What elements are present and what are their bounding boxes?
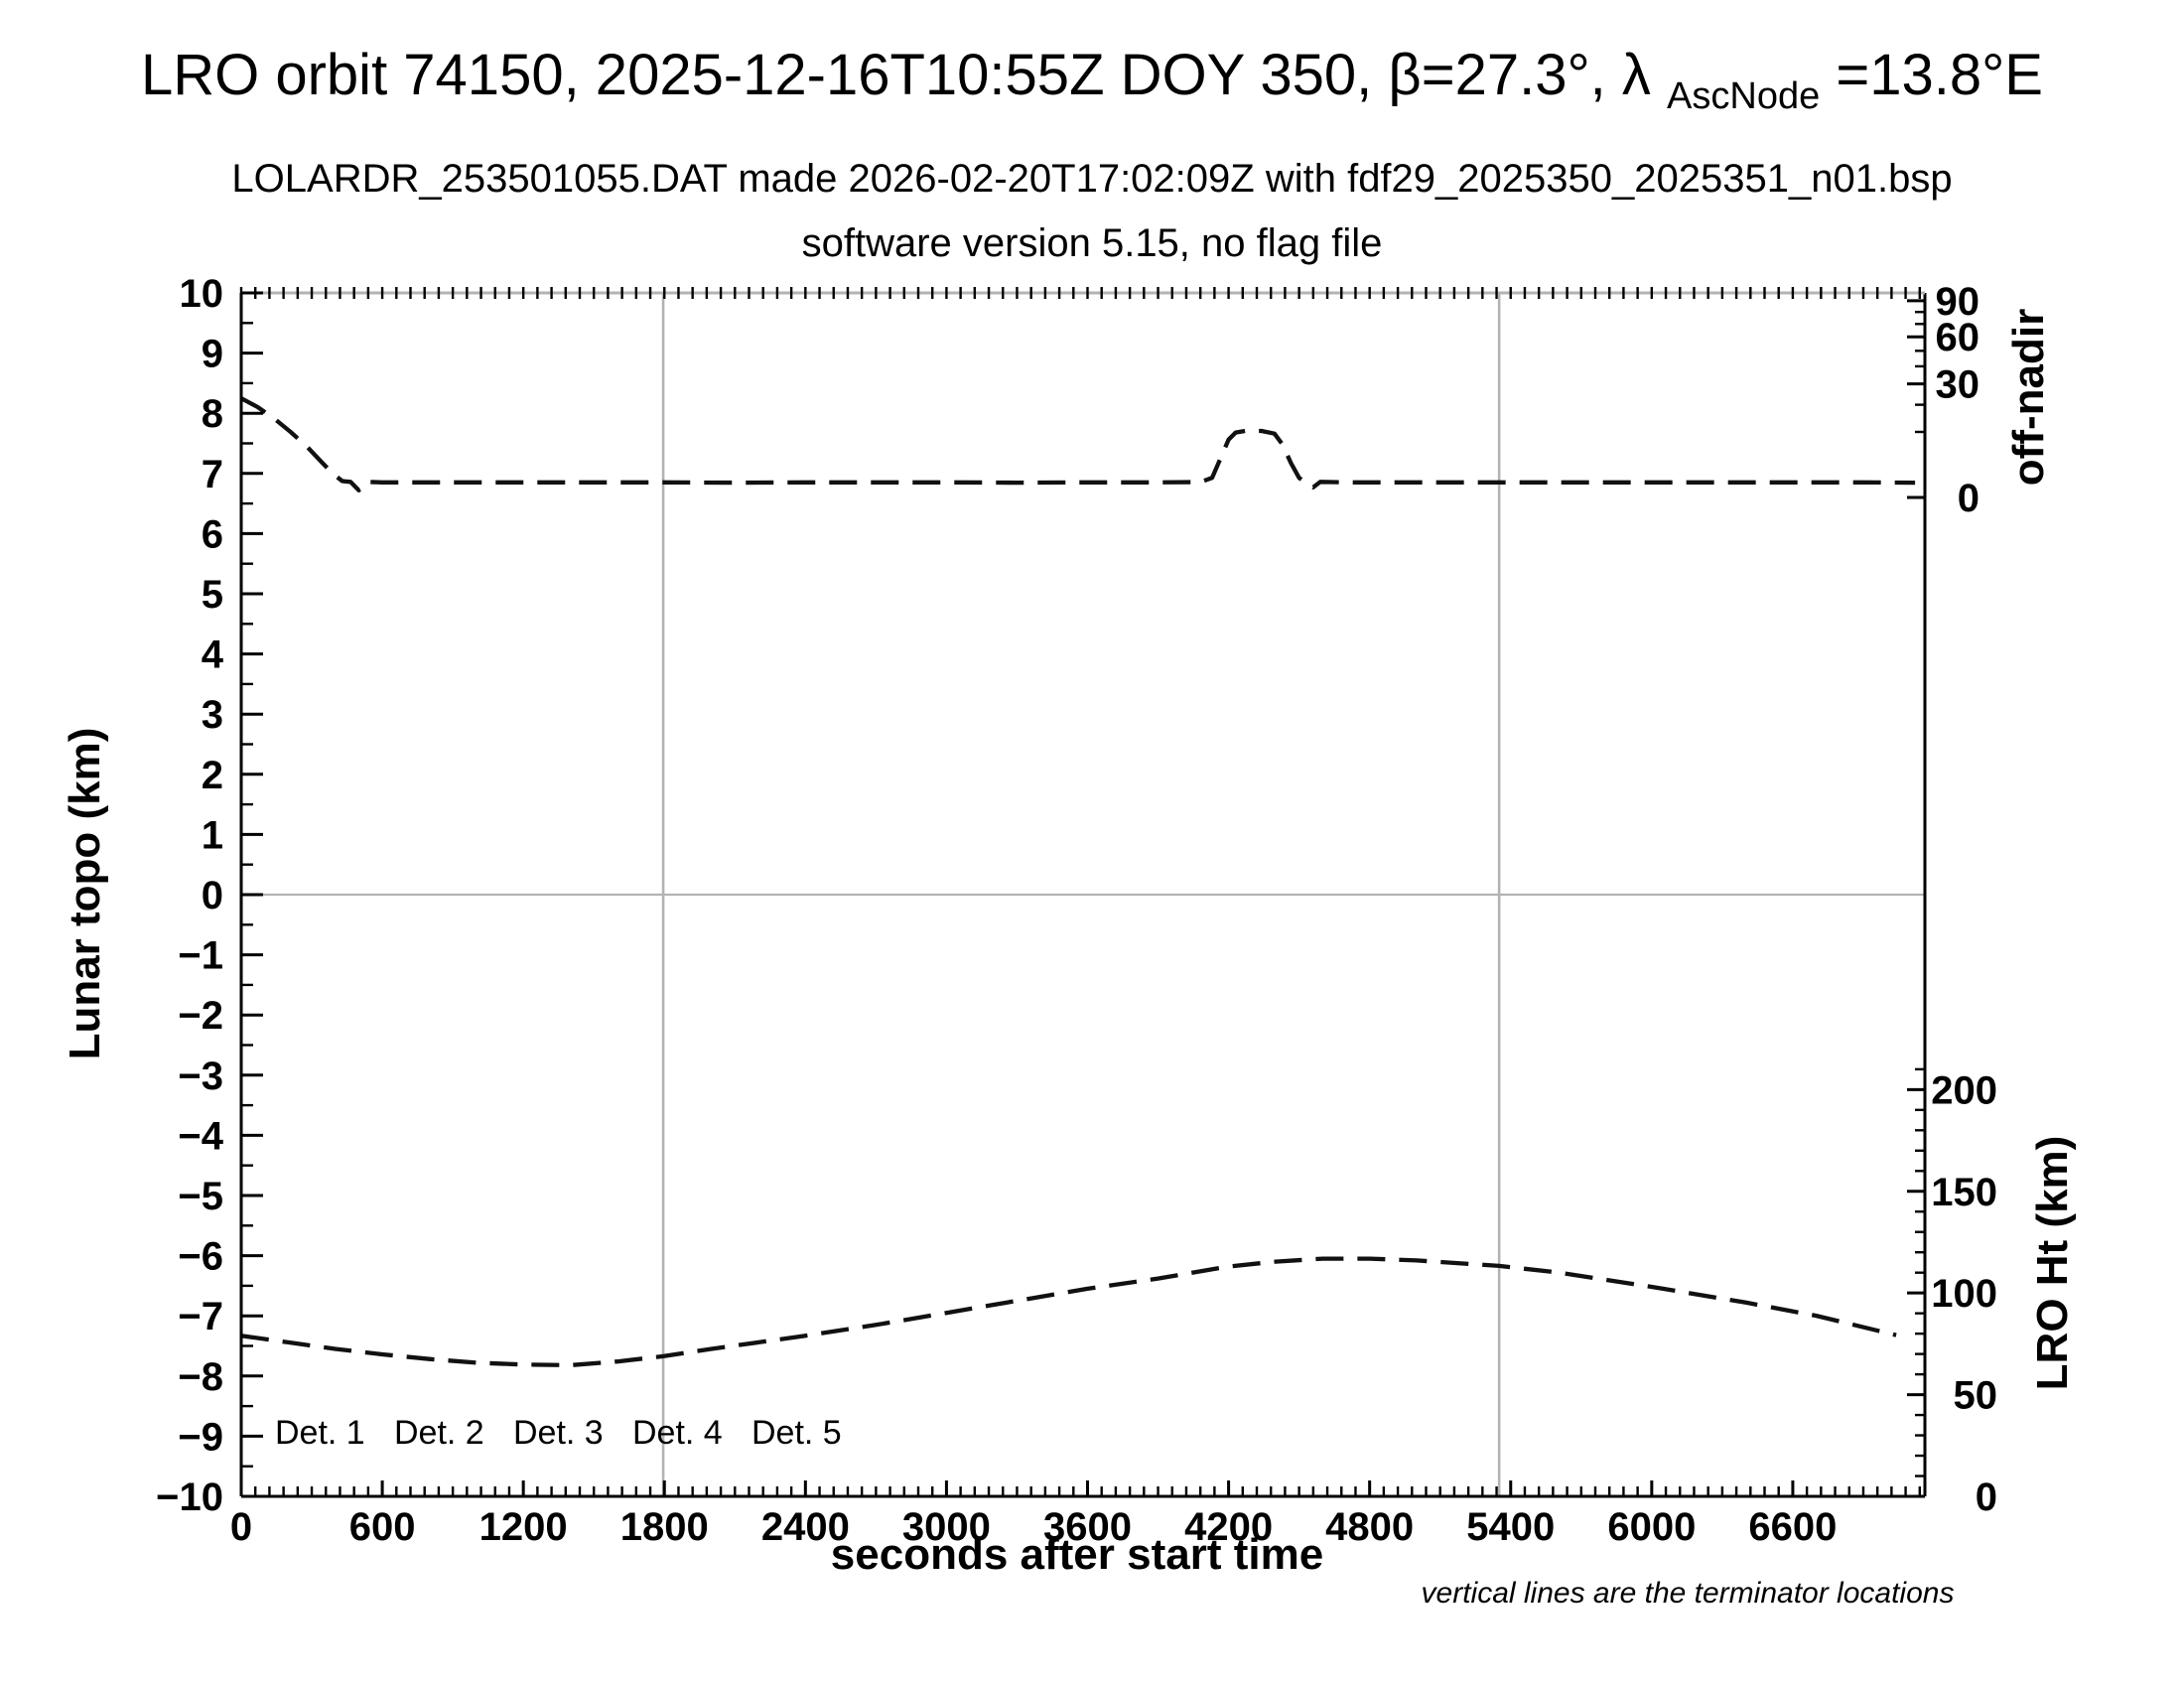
y-tick-label: −9 xyxy=(178,1415,223,1459)
y-tick-label: 8 xyxy=(202,392,223,436)
x-tick-label: 3000 xyxy=(902,1505,991,1549)
x-axis-title: seconds after start time xyxy=(831,1530,1323,1579)
y-tick-label: 2 xyxy=(202,754,223,797)
y-tick-label: −7 xyxy=(178,1295,223,1338)
y-tick-label: 9 xyxy=(202,333,223,376)
plot-title-subscript: AscNode xyxy=(1667,75,1820,117)
x-tick-label: 5400 xyxy=(1466,1505,1555,1549)
x-tick-label: 2400 xyxy=(761,1505,850,1549)
x-tick-label: 3600 xyxy=(1043,1505,1132,1549)
lroht-tick-label: 200 xyxy=(1931,1068,1997,1112)
x-tick-label: 1800 xyxy=(620,1505,709,1549)
y-axis-right-bottom-title: LRO Ht (km) xyxy=(2028,1136,2077,1391)
lroht-tick-label: 150 xyxy=(1931,1171,1997,1214)
x-tick-label: 4800 xyxy=(1325,1505,1414,1549)
y-tick-label: −3 xyxy=(178,1055,223,1098)
lroht-tick-label: 100 xyxy=(1931,1272,1997,1316)
terminator-footnote: vertical lines are the terminator locati… xyxy=(1422,1577,1955,1610)
y-tick-label: 4 xyxy=(202,633,224,677)
y-axis-left-title: Lunar topo (km) xyxy=(61,728,109,1060)
y-tick-label: 0 xyxy=(202,874,223,917)
legend-item-det-5: Det. 5 xyxy=(751,1414,842,1452)
gridlines-group xyxy=(241,293,1925,1496)
curve-lro_ht xyxy=(240,1256,1897,1368)
y-tick-label: −6 xyxy=(178,1235,223,1279)
plot-title: LRO orbit 74150, 2025-12-16T10:55Z DOY 3… xyxy=(141,43,2043,121)
offnadir-tick-label: 60 xyxy=(1936,316,1980,359)
y-tick-label: −8 xyxy=(178,1355,223,1399)
y-tick-label: −10 xyxy=(156,1476,223,1519)
ticks-group xyxy=(239,287,1925,1498)
y-axis-right-top-title: off-nadir xyxy=(2004,309,2053,486)
legend-item-det-3: Det. 3 xyxy=(513,1414,604,1452)
y-tick-label: −5 xyxy=(178,1175,223,1218)
lroht-tick-label: 50 xyxy=(1954,1374,1998,1418)
x-tick-label: 6600 xyxy=(1748,1505,1837,1549)
y-tick-label: 6 xyxy=(202,512,223,556)
x-tick-label: 600 xyxy=(349,1505,416,1549)
legend-item-det-2: Det. 2 xyxy=(394,1414,484,1452)
plot-title-prefix: LRO orbit 74150, 2025-12-16T10:55Z DOY 3… xyxy=(141,43,1651,107)
y-tick-label: 3 xyxy=(202,693,223,737)
curves-group xyxy=(239,396,1916,1368)
curve-off_nadir xyxy=(239,396,1916,492)
x-tick-label: 0 xyxy=(230,1505,252,1549)
legend-item-det-4: Det. 4 xyxy=(632,1414,723,1452)
y-tick-label: 10 xyxy=(180,272,224,316)
plot-subtitle-version: software version 5.15, no flag file xyxy=(802,221,1383,265)
y-tick-label: −2 xyxy=(178,994,223,1038)
x-tick-label: 4200 xyxy=(1184,1505,1273,1549)
x-tick-label: 1200 xyxy=(479,1505,568,1549)
plot-subtitle-file: LOLARDR_253501055.DAT made 2026-02-20T17… xyxy=(231,157,1952,201)
plot-title-suffix: =13.8°E xyxy=(1836,43,2043,107)
legend-item-det-1: Det. 1 xyxy=(275,1414,365,1452)
y-tick-label: −4 xyxy=(178,1114,223,1158)
offnadir-tick-label: 0 xyxy=(1958,477,1979,520)
y-tick-label: −1 xyxy=(178,934,223,978)
legend-group: Det. 1 Det. 2 Det. 3 Det. 4 Det. 5 xyxy=(275,1414,842,1452)
y-tick-label: 7 xyxy=(202,453,223,496)
lroht-tick-label: 0 xyxy=(1976,1476,1997,1519)
offnadir-tick-label: 30 xyxy=(1936,363,1980,407)
offnadir-tick-label: 90 xyxy=(1936,280,1980,324)
y-tick-label: 5 xyxy=(202,573,223,617)
y-tick-label: 1 xyxy=(202,813,223,857)
x-tick-label: 6000 xyxy=(1607,1505,1696,1549)
